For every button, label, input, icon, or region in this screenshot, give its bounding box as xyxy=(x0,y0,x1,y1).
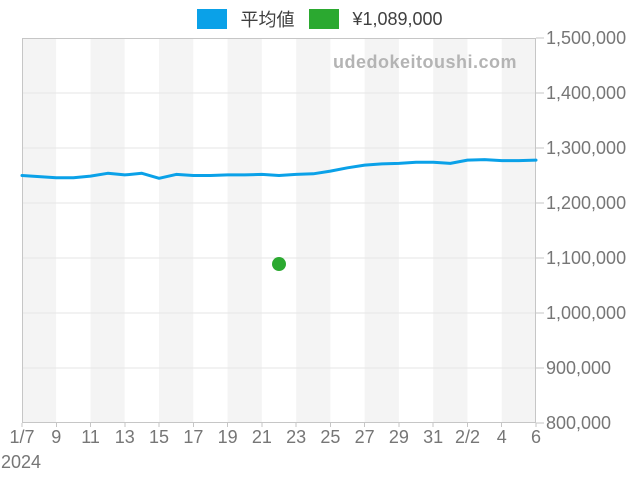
x-axis-label: 6 xyxy=(530,427,541,447)
legend-label-price-point: ¥1,089,000 xyxy=(352,8,443,29)
x-axis-label: 25 xyxy=(320,427,341,447)
x-axis-label: 9 xyxy=(51,427,62,447)
plot-band xyxy=(433,38,468,423)
y-axis-label: 1,100,000 xyxy=(546,248,627,268)
x-axis-label: 13 xyxy=(114,427,135,447)
watermark: udedokeitoushi.com xyxy=(332,52,517,72)
y-axis-label: 800,000 xyxy=(546,413,612,433)
plot-band xyxy=(398,38,434,423)
plot-band xyxy=(364,38,399,423)
plot-band xyxy=(296,38,331,423)
plot-band xyxy=(467,38,502,423)
x-axis-label: 4 xyxy=(496,427,507,447)
plot-band xyxy=(227,38,262,423)
y-axis-label: 1,000,000 xyxy=(546,303,627,323)
x-axis-label: 27 xyxy=(354,427,375,447)
gridlines xyxy=(22,92,536,369)
x-tick-marks xyxy=(21,423,537,427)
plot-band xyxy=(159,38,194,423)
x-axis-label: 21 xyxy=(251,427,272,447)
x-axis-label: 17 xyxy=(183,427,204,447)
plot-band xyxy=(90,38,125,423)
plot-band xyxy=(56,38,91,423)
price-point-dot[interactable] xyxy=(272,257,286,272)
x-axis-label: 29 xyxy=(388,427,409,447)
x-axis-label: 19 xyxy=(217,427,238,447)
plot-band xyxy=(261,38,297,423)
plot-band xyxy=(193,38,228,423)
plot-band xyxy=(22,38,57,423)
plot-band xyxy=(501,38,536,423)
legend-swatch-average xyxy=(197,9,228,29)
x-axis-label: 11 xyxy=(81,427,100,447)
x-axis-label: 15 xyxy=(149,427,170,447)
y-axis-label: 1,500,000 xyxy=(546,28,627,48)
y-axis-label: 900,000 xyxy=(546,358,612,378)
y-axis-label: 1,200,000 xyxy=(546,193,627,213)
plot-bands xyxy=(22,38,536,423)
x-axis-label: 31 xyxy=(423,427,444,447)
plot-band xyxy=(330,38,365,423)
x-axis-label: 2/2 xyxy=(454,427,480,447)
plot-band xyxy=(124,38,160,423)
plot-border xyxy=(22,38,536,423)
y-tick-marks xyxy=(536,37,544,424)
legend-item-price-point[interactable]: ¥1,089,000 xyxy=(309,8,443,30)
chart-legend: 平均値 ¥1,089,000 xyxy=(0,6,640,32)
legend-swatch-price-point xyxy=(309,9,340,29)
average-price-line xyxy=(20,158,538,180)
y-axis-label: 1,300,000 xyxy=(546,138,627,158)
legend-label-average: 平均値 xyxy=(240,10,295,30)
x-axis-label: 23 xyxy=(286,427,307,447)
legend-item-average[interactable]: 平均値 xyxy=(197,6,294,32)
x-axis-year-label: 2024 xyxy=(1,452,42,472)
y-axis-label: 1,400,000 xyxy=(546,83,627,103)
x-axis-label: 1/7 xyxy=(9,427,35,447)
